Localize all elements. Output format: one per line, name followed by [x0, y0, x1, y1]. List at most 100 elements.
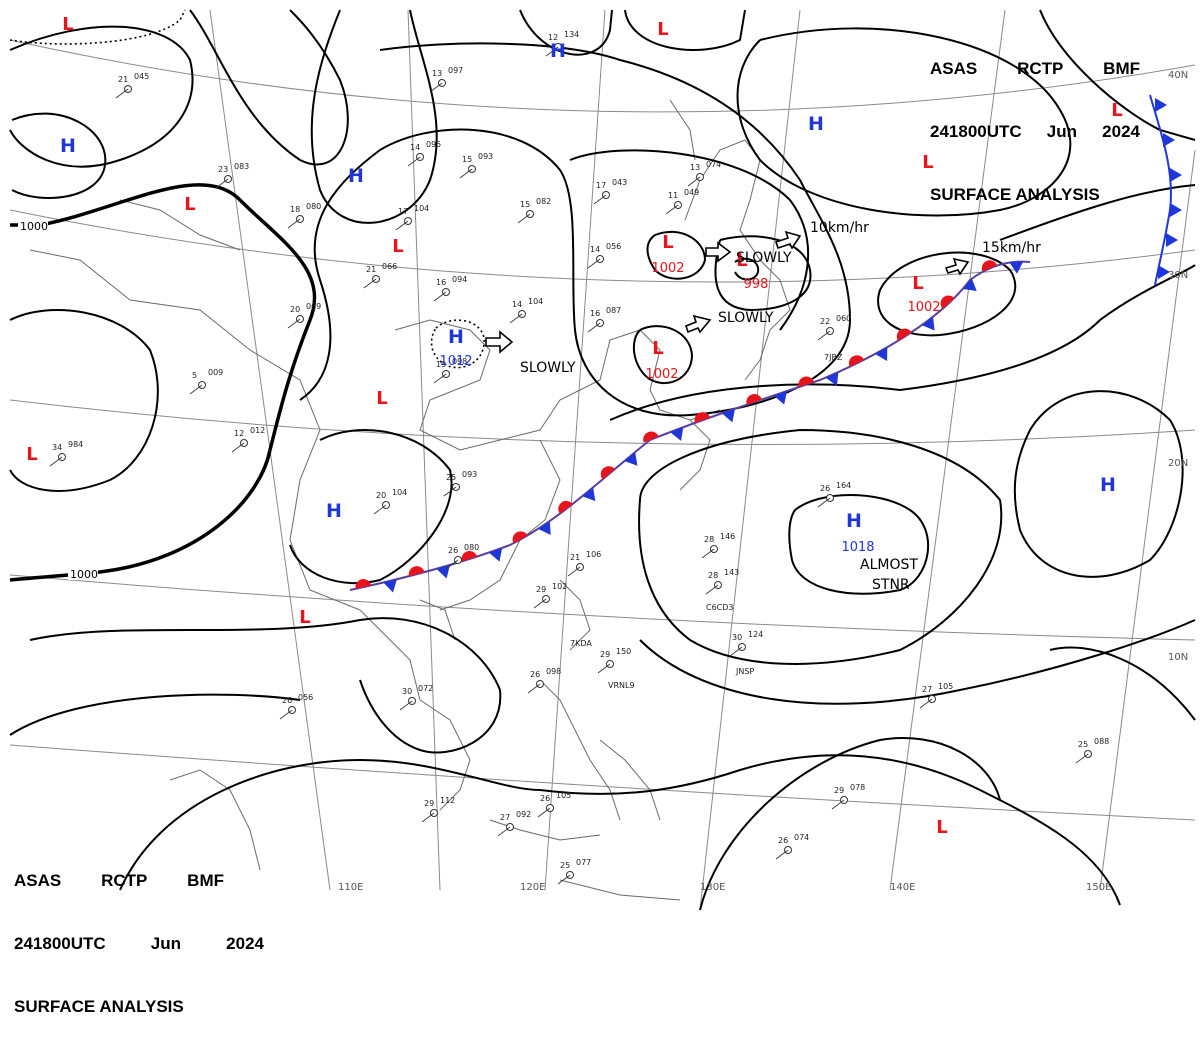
cold-front-triangle — [1170, 203, 1182, 217]
station-temperature: 30 — [732, 633, 742, 642]
station-pressure: 074 — [706, 160, 721, 169]
station-plot: 26 164 — [817, 481, 851, 508]
station-plot: 20 104 — [373, 488, 407, 515]
station-plot: 15 082 — [517, 197, 551, 224]
station-temperature: 29 — [536, 585, 546, 594]
low-center-marker: L — [184, 194, 195, 215]
low-center-marker: L — [922, 152, 933, 173]
station-plot: 23 083 — [215, 162, 249, 189]
station-plot: 13 097 — [429, 66, 463, 93]
center-pressure-value: 1018 — [841, 540, 874, 555]
station-temperature: 34 — [52, 443, 62, 452]
station-plot: 25 077 — [557, 858, 591, 885]
station-plot: 12 134 — [545, 30, 579, 57]
footer-agency-1: ASAS — [14, 871, 62, 890]
low-center-marker: L — [912, 273, 923, 294]
movement-label: STNR — [872, 577, 910, 593]
cold-front-triangle — [1163, 133, 1175, 147]
station-temperature: 21 — [570, 553, 580, 562]
station-pressure: 066 — [382, 262, 397, 271]
pressure-centers: L L L L L L L L L L L 1002 L 998 L 1002 L 1002 H H H H H H H 1012… — [26, 14, 1122, 838]
station-temperature: 28 — [704, 535, 714, 544]
movement-label: 10km/hr — [810, 220, 869, 236]
station-temperature: 14 — [410, 143, 420, 152]
low-center-marker: L — [662, 232, 673, 253]
station-pressure: 150 — [616, 647, 631, 656]
longitude-label: 150E — [1086, 882, 1111, 893]
station-plot: 26 098 — [527, 667, 561, 694]
low-center-marker: L — [652, 338, 663, 359]
low-center-marker: L — [936, 817, 947, 838]
station-temperature: 29 — [424, 799, 434, 808]
high-center-marker: H — [348, 165, 364, 187]
station-temperature: 25 — [1078, 740, 1088, 749]
center-pressure-value: 998 — [744, 277, 769, 292]
low-center-marker: L — [62, 14, 73, 35]
station-temperature: 18 — [290, 205, 300, 214]
station-pressure: 104 — [392, 488, 407, 497]
footer-time-3: 2024 — [226, 934, 264, 953]
station-plot: 26 056 — [279, 693, 313, 720]
footer-agency-row: ASAS RCTP BMF — [14, 870, 224, 891]
low-center-marker: L — [299, 607, 310, 628]
station-plot: 18 080 — [287, 202, 321, 229]
low-center-marker: L — [376, 388, 387, 409]
header-title: SURFACE ANALYSIS — [930, 185, 1100, 204]
station-temperature: 17 — [398, 207, 408, 216]
surface-analysis-map: 21 045 13 097 12 134 14 095 15 093 23 083 18 080 17 104… — [9, 9, 1196, 911]
station-plot: 21 045 — [115, 72, 149, 99]
header-time-2: Jun — [1046, 122, 1078, 141]
header-time-1: 241800UTC — [930, 122, 1022, 141]
center-pressure-value: 1002 — [907, 300, 940, 315]
station-plot: 28 146 — [701, 532, 735, 559]
station-plot: 11 049 — [665, 188, 699, 215]
longitude-label: 130E — [700, 882, 725, 893]
isobar-value-label: 1000 — [20, 220, 48, 233]
warm-front-semicircle — [694, 412, 711, 423]
station-id: VRNL9 — [608, 681, 635, 690]
station-temperature: 26 — [530, 670, 540, 679]
station-pressure: 080 — [306, 202, 321, 211]
movement-arrows — [485, 230, 970, 354]
station-pressure: 102 — [552, 582, 567, 591]
station-pressure: 093 — [462, 470, 477, 479]
low-center-marker: L — [392, 236, 403, 257]
station-pressure: 098 — [452, 357, 467, 366]
station-plot: 17 104 — [395, 204, 429, 231]
cold-front-triangle — [538, 521, 551, 535]
cold-front-triangle — [773, 391, 787, 405]
station-plot: 29 112 — [421, 796, 455, 823]
station-pressure: 045 — [134, 72, 149, 81]
header-agency-3: BMF — [1103, 59, 1140, 78]
station-temperature: 21 — [366, 265, 376, 274]
station-plot: 21 106 — [567, 550, 601, 577]
station-pressure: 112 — [440, 796, 455, 805]
station-temperature: 17 — [596, 181, 606, 190]
station-temperature: 26 — [540, 794, 550, 803]
station-pressure: 012 — [250, 426, 265, 435]
high-center-marker: H — [60, 135, 76, 157]
station-temperature: 12 — [234, 429, 244, 438]
station-plot: 34 984 — [49, 440, 83, 467]
isobar-value-labels: 1000 1000 — [18, 220, 98, 581]
station-plot: 14 056 — [587, 242, 621, 269]
station-pressure: 077 — [576, 858, 591, 867]
station-pressure: 095 — [426, 140, 441, 149]
station-plot: 20 069 — [287, 302, 321, 329]
warm-front-semicircle — [798, 376, 814, 388]
station-plot: 25 093 — [443, 470, 477, 497]
station-pressure: 104 — [414, 204, 429, 213]
station-temperature: 15 — [462, 155, 472, 164]
movement-label: 15km/hr — [982, 240, 1041, 256]
station-id: 7JBZ — [824, 353, 843, 362]
station-pressure: 072 — [418, 684, 433, 693]
cold-front-triangle — [582, 487, 596, 502]
low-center-marker: L — [736, 250, 747, 271]
movement-label: SLOWLY — [718, 310, 774, 326]
high-center-marker: H — [448, 326, 464, 348]
station-pressure: 049 — [684, 188, 699, 197]
station-pressure: 088 — [1094, 737, 1109, 746]
footer-agency-3: BMF — [187, 871, 224, 890]
header-agency-2: RCTP — [1017, 59, 1064, 78]
station-pressure: 104 — [528, 297, 543, 306]
